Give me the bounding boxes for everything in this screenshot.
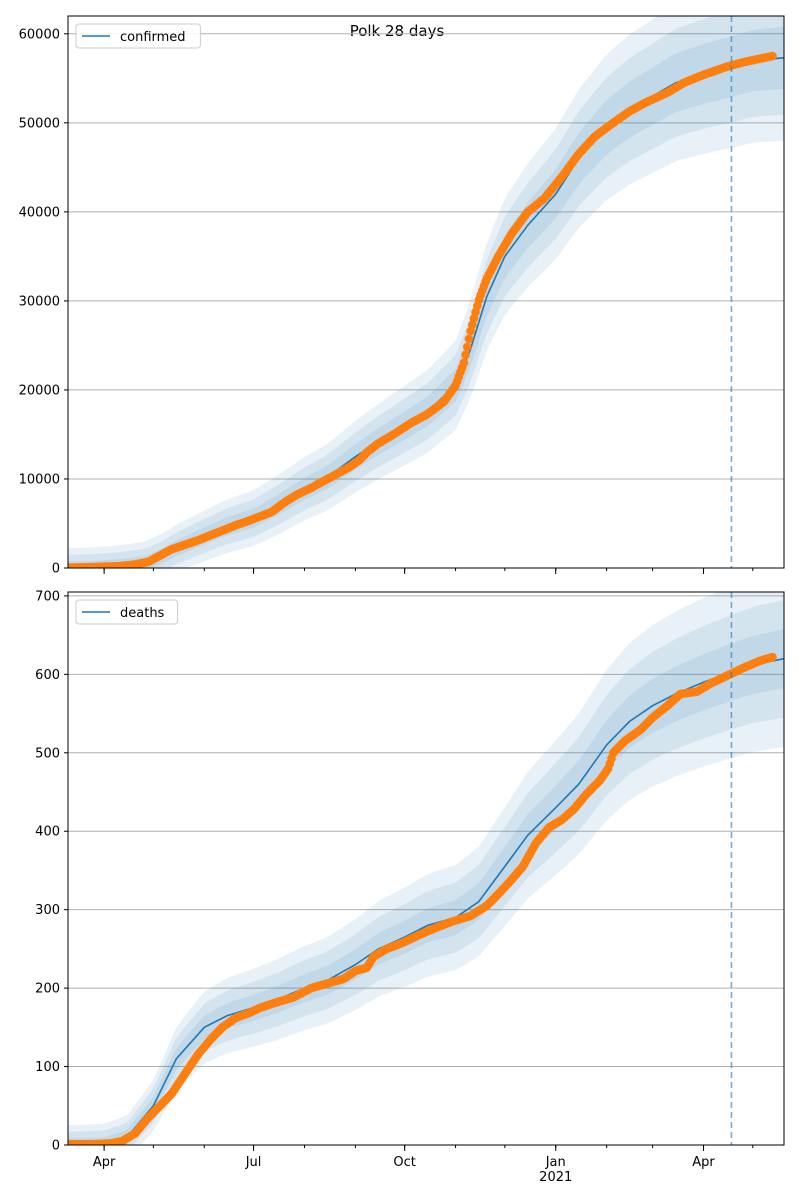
- legend: confirmed: [75, 23, 201, 49]
- x-tick-label: Jul: [245, 1155, 262, 1170]
- x-tick-label: Oct: [393, 1155, 415, 1170]
- y-tick-label: 200: [35, 982, 60, 997]
- y-tick-label: 400: [35, 825, 60, 840]
- uncertainty-band: [68, 592, 784, 1145]
- axes-frame: [67, 591, 785, 1146]
- y-tick-label: 50000: [19, 116, 60, 131]
- observed-point: [768, 652, 777, 662]
- series-line-deaths: [68, 657, 784, 1145]
- observed-point: [462, 342, 472, 352]
- x-year-label: 2021: [539, 1170, 572, 1185]
- observed-point: [464, 334, 474, 344]
- legend: deaths: [75, 599, 179, 625]
- legend-box: [75, 23, 201, 49]
- y-tick-label: 0: [52, 562, 60, 577]
- y-tick-label: 600: [35, 668, 60, 683]
- uncertainty-band: [68, 26, 784, 568]
- y-tick-label: 40000: [19, 205, 60, 220]
- plot-area: [68, 16, 784, 568]
- y-tick-label: 60000: [19, 27, 60, 42]
- axes-frame: [67, 15, 785, 569]
- uncertainty-band: [68, 16, 784, 568]
- y-tick-label: 500: [35, 746, 60, 761]
- observed-point: [768, 51, 777, 61]
- plot-area: [68, 592, 784, 1145]
- y-tick-label: 700: [35, 589, 60, 604]
- x-tick-label: Apr: [692, 1155, 715, 1170]
- deaths-panel: 0 100 200 300 400 500 600 700 Apr Jul Oct Jan Apr 202…: [35, 589, 785, 1185]
- legend-label: confirmed: [120, 30, 186, 45]
- uncertainty-band: [68, 599, 784, 1145]
- y-tick-label: 10000: [19, 472, 60, 487]
- legend-box: [75, 599, 179, 625]
- y-tick-label: 0: [52, 1139, 60, 1154]
- y-tick-label: 20000: [19, 383, 60, 398]
- x-tick-label: Apr: [93, 1155, 116, 1170]
- observed-point: [461, 350, 470, 360]
- y-tick-label: 300: [35, 903, 60, 918]
- figure-title: Polk 28 days: [350, 22, 445, 40]
- legend-label: deaths: [120, 606, 165, 621]
- confirmed-panel: 0 10000 20000 30000 40000 50000 60000 confirmed: [19, 15, 785, 577]
- uncertainty-band: [68, 16, 784, 568]
- x-tick-label: Jan: [545, 1155, 566, 1170]
- observed-point: [459, 358, 469, 368]
- y-tick-label: 100: [35, 1060, 60, 1075]
- y-tick-label: 30000: [19, 294, 60, 309]
